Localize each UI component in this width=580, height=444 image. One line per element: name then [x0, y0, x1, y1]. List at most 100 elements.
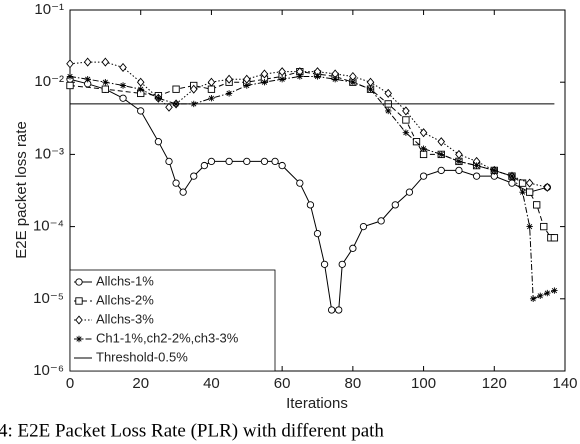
- x-tick-label: 40: [203, 375, 220, 392]
- marker: [367, 85, 374, 93]
- marker: [537, 292, 544, 300]
- marker: [320, 260, 329, 269]
- marker: [189, 84, 198, 94]
- marker: [225, 90, 233, 97]
- marker: [207, 157, 216, 166]
- marker: [243, 157, 251, 166]
- marker: [385, 107, 392, 115]
- x-tick-label: 60: [274, 375, 291, 392]
- marker: [540, 222, 548, 231]
- y-tick-label: 10⁻¹: [34, 1, 64, 18]
- marker: [66, 81, 74, 90]
- x-tick-label: 140: [552, 375, 577, 392]
- marker: [405, 188, 414, 196]
- marker: [225, 157, 233, 166]
- marker: [260, 157, 269, 166]
- caption: 4: E2E Packet Loss Rate (PLR) with diffe…: [0, 420, 384, 441]
- marker: [66, 73, 74, 80]
- marker: [260, 69, 269, 79]
- marker: [455, 166, 463, 175]
- marker: [83, 57, 92, 67]
- legend-label: Threshold-0.5%: [96, 349, 188, 364]
- marker: [172, 85, 180, 93]
- marker: [207, 77, 216, 87]
- marker: [200, 161, 209, 170]
- marker: [278, 161, 286, 170]
- x-tick-label: 20: [132, 375, 149, 392]
- marker: [165, 157, 173, 166]
- legend-marker: [75, 297, 83, 305]
- marker: [508, 172, 516, 180]
- marker: [261, 79, 268, 86]
- marker: [438, 151, 445, 158]
- marker: [437, 137, 446, 147]
- legend-label: Allchs-3%: [96, 311, 154, 326]
- x-tick-label: 80: [345, 375, 362, 392]
- marker: [190, 172, 198, 180]
- marker: [136, 77, 145, 87]
- marker: [296, 73, 304, 80]
- x-tick-label: 100: [411, 375, 436, 392]
- marker: [155, 95, 162, 102]
- marker: [278, 76, 286, 83]
- marker: [165, 102, 173, 112]
- marker: [102, 79, 109, 86]
- marker: [208, 95, 215, 102]
- marker: [529, 295, 537, 302]
- marker: [550, 234, 559, 242]
- marker: [349, 79, 357, 86]
- marker: [533, 201, 541, 209]
- legend-label: Allchs-2%: [96, 292, 154, 307]
- marker: [419, 172, 428, 180]
- legend-marker: [75, 315, 83, 325]
- marker: [518, 179, 527, 187]
- marker: [526, 223, 533, 230]
- marker: [84, 76, 91, 83]
- legend-marker: [75, 335, 83, 343]
- y-axis-label: E2E packet loss rate: [13, 121, 30, 259]
- marker: [243, 82, 250, 89]
- series-line: [69, 75, 555, 300]
- marker: [525, 178, 534, 188]
- legend-marker: [75, 278, 83, 286]
- marker: [66, 59, 74, 69]
- legend-label: Allchs-1%: [96, 273, 154, 288]
- marker: [472, 172, 481, 180]
- marker: [271, 157, 279, 166]
- marker: [314, 73, 321, 80]
- marker: [359, 222, 368, 231]
- x-tick-label: 0: [66, 375, 74, 392]
- marker: [384, 88, 393, 98]
- x-axis-label: Iterations: [286, 395, 348, 412]
- marker: [313, 229, 322, 238]
- marker: [473, 162, 480, 169]
- marker: [455, 158, 463, 165]
- marker: [172, 179, 180, 187]
- y-tick-label: 10⁻⁶: [33, 362, 64, 379]
- marker: [179, 188, 187, 196]
- marker: [207, 85, 216, 93]
- marker: [508, 179, 516, 187]
- marker: [377, 217, 385, 225]
- marker: [402, 116, 410, 124]
- marker: [419, 128, 428, 138]
- marker: [551, 287, 558, 294]
- marker: [101, 57, 110, 67]
- marker: [331, 76, 339, 83]
- marker: [491, 167, 498, 174]
- marker: [543, 182, 552, 192]
- marker: [338, 260, 346, 269]
- marker: [437, 166, 445, 175]
- y-tick-label: 10⁻⁵: [33, 290, 64, 307]
- marker: [420, 145, 427, 152]
- marker: [544, 289, 551, 297]
- marker: [402, 106, 410, 116]
- marker: [402, 129, 410, 136]
- marker: [154, 138, 163, 146]
- marker: [225, 74, 233, 84]
- marker: [296, 179, 304, 187]
- legend-label: Ch1-1%,ch2-2%,ch3-3%: [96, 330, 239, 345]
- marker: [519, 188, 526, 196]
- marker: [327, 306, 336, 314]
